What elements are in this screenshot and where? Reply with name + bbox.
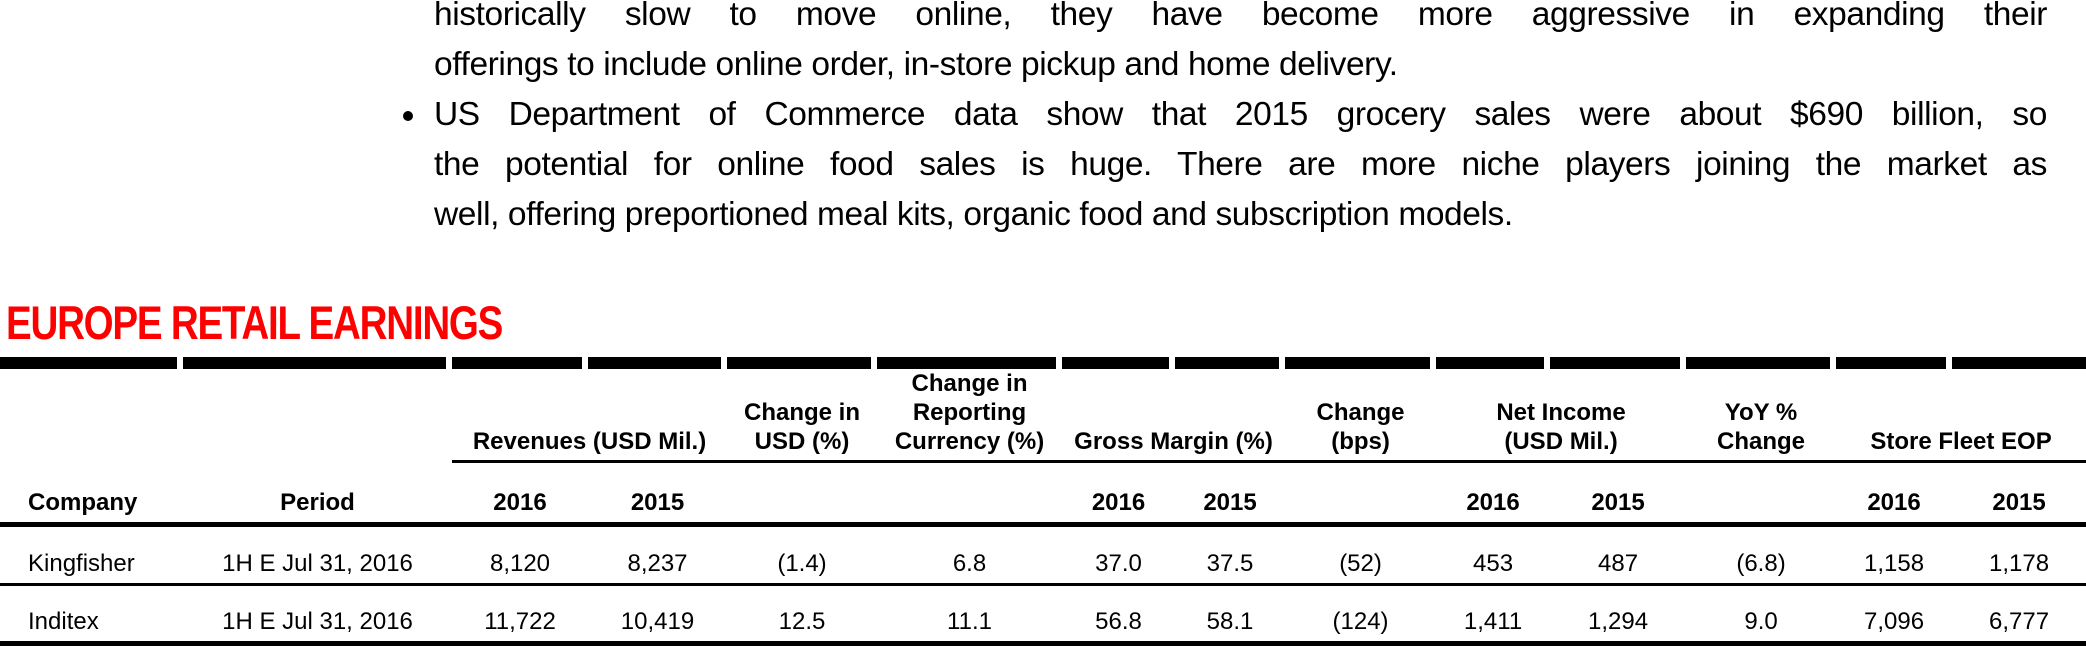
revenue-2015-cell: 8,237 — [588, 524, 728, 586]
store-fleet-2015-cell: 6,777 — [1952, 584, 2086, 646]
column-header-2015: 2015 — [1550, 461, 1687, 527]
text-line: offerings to include online order, in-st… — [434, 46, 1398, 83]
paragraph-continuation: historically slow to move online, they h… — [434, 0, 2047, 90]
section-title: EUROPE RETAIL EARNINGS — [6, 296, 503, 349]
yoy-change-cell: 9.0 — [1686, 584, 1837, 646]
company-cell: Inditex — [0, 584, 183, 646]
column-header-empty — [877, 461, 1063, 527]
store-fleet-2015-cell: 1,178 — [1952, 524, 2086, 586]
group-header-change-bps: Change (bps) — [1285, 369, 1437, 463]
column-header-row: Company Period 2016 2015 2016 2015 2016 … — [0, 461, 2086, 527]
column-header-2016: 2016 — [452, 461, 588, 527]
store-fleet-2016-cell: 7,096 — [1836, 584, 1953, 646]
column-header-company: Company — [0, 461, 183, 527]
earnings-table: Revenues (USD Mil.) Change in USD (%) Ch… — [0, 369, 2086, 646]
gross-margin-2015-cell: 37.5 — [1175, 524, 1286, 586]
text-line: US Department of Commerce data show that… — [434, 96, 2047, 133]
body-text-block: historically slow to move online, they h… — [403, 0, 2047, 240]
column-header-2015: 2015 — [1175, 461, 1286, 527]
change-reporting-currency-cell: 11.1 — [877, 584, 1063, 646]
column-header-period: Period — [183, 461, 452, 527]
column-header-2016: 2016 — [1836, 461, 1953, 527]
change-usd-cell: (1.4) — [727, 524, 878, 586]
column-header-empty — [1285, 461, 1437, 527]
group-header-revenues: Revenues (USD Mil.) — [452, 369, 728, 463]
group-header-change-reporting-currency: Change in Reporting Currency (%) — [877, 369, 1063, 463]
net-income-2016-cell: 453 — [1436, 524, 1551, 586]
store-fleet-2016-cell: 1,158 — [1836, 524, 1953, 586]
column-header-empty — [1686, 461, 1837, 527]
change-bps-cell: (124) — [1285, 584, 1437, 646]
net-income-2016-cell: 1,411 — [1436, 584, 1551, 646]
gross-margin-2015-cell: 58.1 — [1175, 584, 1286, 646]
company-cell: Kingfisher — [0, 524, 183, 586]
table-row-kingfisher: Kingfisher 1H E Jul 31, 2016 8,120 8,237… — [0, 524, 2086, 586]
revenue-2015-cell: 10,419 — [588, 584, 728, 646]
gross-margin-2016-cell: 37.0 — [1062, 524, 1176, 586]
table-top-border — [0, 357, 2086, 369]
text-line: historically slow to move online, they h… — [434, 0, 2047, 33]
change-bps-cell: (52) — [1285, 524, 1437, 586]
net-income-2015-cell: 487 — [1550, 524, 1687, 586]
column-header-2015: 2015 — [1952, 461, 2086, 527]
text-line: well, offering preportioned meal kits, o… — [434, 196, 1513, 233]
period-cell: 1H E Jul 31, 2016 — [183, 524, 452, 586]
bullet-icon — [403, 111, 413, 121]
europe-retail-earnings-table: Revenues (USD Mil.) Change in USD (%) Ch… — [0, 357, 2086, 646]
change-reporting-currency-cell: 6.8 — [877, 524, 1063, 586]
column-header-empty — [727, 461, 878, 527]
group-header-row: Revenues (USD Mil.) Change in USD (%) Ch… — [0, 369, 2086, 463]
revenue-2016-cell: 11,722 — [452, 584, 588, 646]
table-row-inditex: Inditex 1H E Jul 31, 2016 11,722 10,419 … — [0, 584, 2086, 646]
group-header-store-fleet: Store Fleet EOP — [1836, 369, 2086, 463]
bullet-item: US Department of Commerce data show that… — [403, 90, 2047, 240]
column-header-2016: 2016 — [1436, 461, 1551, 527]
yoy-change-cell: (6.8) — [1686, 524, 1837, 586]
group-header-change-usd: Change in USD (%) — [727, 369, 878, 463]
group-header-net-income: Net Income (USD Mil.) — [1436, 369, 1687, 463]
revenue-2016-cell: 8,120 — [452, 524, 588, 586]
group-header-yoy-change: YoY % Change — [1686, 369, 1837, 463]
group-header-empty — [0, 369, 452, 462]
text-line: the potential for online food sales is h… — [434, 146, 2047, 183]
group-header-gross-margin: Gross Margin (%) — [1062, 369, 1286, 463]
gross-margin-2016-cell: 56.8 — [1062, 584, 1176, 646]
net-income-2015-cell: 1,294 — [1550, 584, 1687, 646]
column-header-2015: 2015 — [588, 461, 728, 527]
column-header-2016: 2016 — [1062, 461, 1176, 527]
period-cell: 1H E Jul 31, 2016 — [183, 584, 452, 646]
change-usd-cell: 12.5 — [727, 584, 878, 646]
